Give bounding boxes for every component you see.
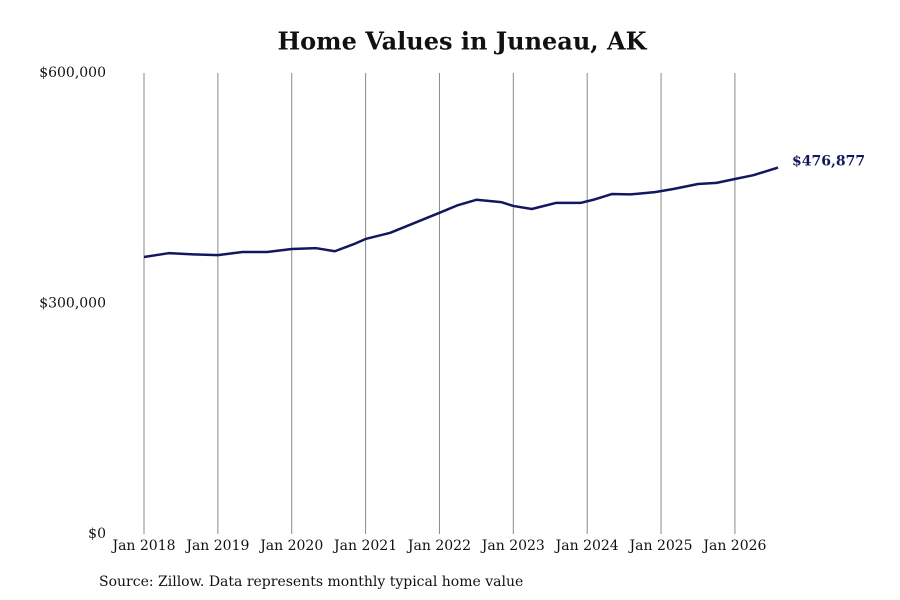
- y-tick-label: $300,000: [39, 296, 106, 312]
- x-tick-label: Jan 2023: [480, 538, 545, 554]
- x-tick-label: Jan 2018: [110, 538, 175, 554]
- x-tick-label: Jan 2022: [406, 538, 471, 554]
- y-tick-label: $0: [88, 526, 106, 542]
- x-tick-label: Jan 2020: [258, 538, 323, 554]
- chart-title: Home Values in Juneau, AK: [277, 27, 647, 56]
- line: [143, 166, 779, 259]
- x-tick-label: Jan 2021: [332, 538, 397, 554]
- x-tick-label: Jan 2019: [184, 538, 249, 554]
- y-tick-label: $600,000: [39, 65, 106, 81]
- source-note: Source: Zillow. Data represents monthly …: [99, 574, 523, 590]
- x-tick-label: Jan 2024: [554, 538, 619, 554]
- x-tick-label: Jan 2026: [701, 538, 766, 554]
- x-tick-label: Jan 2025: [628, 538, 693, 554]
- value-label: $476,877: [792, 154, 865, 170]
